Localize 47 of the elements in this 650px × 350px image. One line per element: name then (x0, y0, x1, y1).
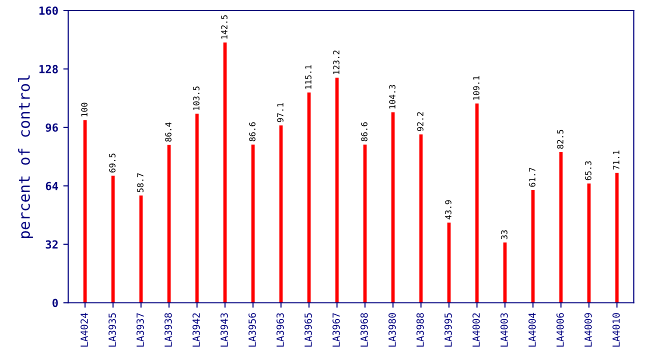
y-tick-label: 96 (46, 123, 58, 132)
data-label: 115.1 (305, 65, 312, 89)
x-tick-label: LA3963 (276, 313, 284, 347)
x-tick-label: LA3935 (108, 313, 116, 347)
x-tick-label: LA3988 (416, 313, 424, 347)
x-tick-label: LA4010 (612, 313, 620, 347)
data-label: 92.2 (417, 112, 424, 132)
data-label: 104.3 (389, 85, 396, 108)
data-label: 86.6 (249, 122, 256, 142)
data-label: 43.9 (445, 200, 452, 220)
data-label: 142.5 (221, 15, 228, 39)
data-label: 71.1 (613, 150, 620, 170)
y-tick-label: 0 (52, 298, 58, 308)
x-tick-label: LA4004 (528, 312, 536, 347)
x-tick-label: LA3937 (136, 313, 144, 347)
y-tick-label: 32 (46, 240, 58, 249)
x-tick-label: LA4024 (80, 312, 88, 347)
x-tick-label: LA3942 (192, 313, 200, 347)
x-tick-label: LA3943 (220, 313, 228, 347)
x-tick-label: LA3967 (332, 313, 340, 347)
x-tick-label: LA4006 (556, 313, 564, 347)
x-tick-label: LA4003 (500, 313, 508, 347)
data-label: 61.7 (529, 168, 536, 187)
data-label: 123.2 (333, 50, 340, 74)
x-tick-label: LA3956 (248, 313, 256, 347)
y-tick-label: 128 (39, 64, 58, 74)
data-label: 103.5 (193, 86, 200, 110)
data-label: 82.5 (557, 130, 564, 149)
data-label: 97.1 (277, 103, 284, 122)
x-tick-label: LA3995 (444, 313, 452, 347)
x-tick-label: LA4002 (472, 313, 480, 347)
data-label: 58.7 (137, 173, 144, 192)
x-tick-label: LA3938 (164, 313, 172, 347)
data-label: 86.6 (361, 122, 368, 142)
data-label: 65.3 (585, 161, 592, 180)
y-tick-label: 64 (46, 182, 58, 190)
x-tick-label: LA3980 (388, 313, 396, 347)
y-tick-label: 160 (39, 6, 58, 15)
data-label: 109.1 (473, 76, 480, 100)
data-label: 33 (501, 230, 508, 240)
data-label: 69.5 (109, 154, 116, 172)
x-tick-label: LA3965 (304, 313, 312, 347)
x-tick-label: LA4009 (584, 313, 592, 347)
y-axis-title: percent of control (18, 75, 33, 238)
data-label: 86.4 (165, 122, 172, 142)
x-tick-label: LA3968 (360, 313, 368, 347)
data-label: 100 (81, 102, 88, 116)
